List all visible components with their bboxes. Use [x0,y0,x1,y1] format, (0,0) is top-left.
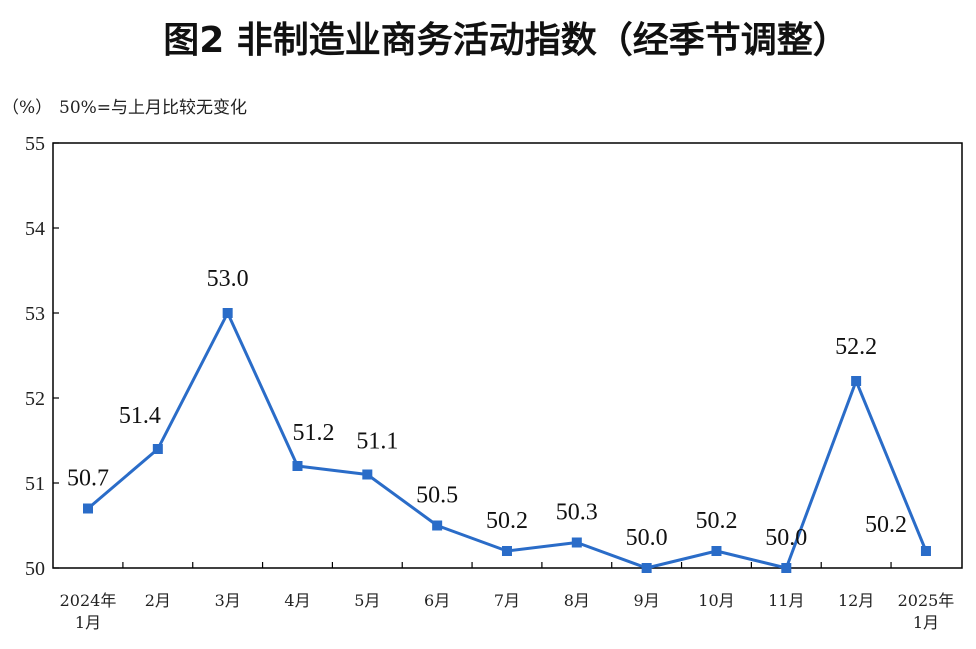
data-label: 50.2 [486,508,528,534]
y-tick-label: 53 [25,303,45,325]
data-point [851,376,862,386]
x-tick-label: 8月 [564,591,590,610]
data-label: 51.4 [119,403,161,429]
data-label: 50.0 [626,525,668,551]
data-label: 52.2 [835,334,877,360]
data-label: 53.0 [207,266,249,292]
x-tick-label: 12月 [838,591,874,610]
data-point [711,546,722,556]
x-tick-label: 2025年 [898,591,955,610]
data-point [571,537,582,548]
data-label: 51.1 [356,429,398,455]
data-label: 50.7 [67,466,109,492]
data-point [501,546,512,556]
x-tick-label: 5月 [354,591,380,610]
y-tick-label: 51 [25,473,45,495]
data-point [152,444,163,454]
x-tick-label: 1月 [75,613,101,632]
data-label: 50.0 [765,525,807,551]
chart-title: 图2 非制造业商务活动指数（经季节调整） [163,20,849,61]
data-label: 50.3 [556,500,598,526]
x-tick-label: 6月 [424,591,450,610]
x-tick-label: 2024年 [60,591,117,610]
data-point [362,469,373,480]
data-point [222,308,233,318]
x-tick-label: 10月 [698,591,734,610]
x-tick-label: 4月 [284,591,310,610]
y-tick-label: 50 [25,558,45,580]
data-label: 50.5 [416,483,458,509]
y-unit-label: （%） [2,98,52,118]
x-tick-label: 2月 [145,591,171,610]
data-point [432,520,443,531]
x-tick-label: 9月 [634,591,660,610]
x-tick-label: 1月 [913,613,939,632]
chart-note: 50%=与上月比较无变化 [59,98,247,118]
data-point [641,563,652,573]
y-tick-label: 54 [25,218,45,240]
data-point [83,503,93,514]
y-tick-label: 55 [25,133,45,155]
x-tick-label: 3月 [215,591,241,610]
plot-area [52,142,963,569]
data-label: 50.2 [695,508,737,534]
data-point [920,546,931,556]
x-tick-label: 7月 [494,591,520,610]
y-tick-label: 52 [25,388,45,410]
data-label: 50.2 [865,512,907,538]
data-point [781,563,792,573]
data-point [292,461,303,471]
x-tick-label: 11月 [768,591,804,610]
data-label: 51.2 [292,420,334,446]
